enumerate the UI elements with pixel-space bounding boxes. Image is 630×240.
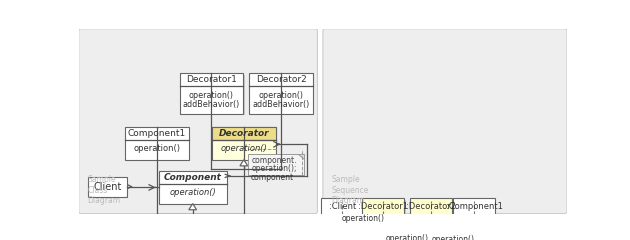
FancyBboxPatch shape (323, 29, 567, 214)
Bar (340, 221, 344, 240)
Bar (323, 200, 365, 217)
Bar (212, 127, 275, 140)
Bar (159, 171, 227, 204)
Text: operation();: operation(); (251, 164, 297, 173)
Text: Decorator: Decorator (219, 129, 269, 138)
Bar (88, 177, 127, 197)
Text: component.: component. (251, 156, 297, 165)
Text: :Decorator2: :Decorator2 (406, 202, 456, 211)
Text: Sample
Sequence
Diagram: Sample Sequence Diagram (331, 175, 369, 205)
Polygon shape (189, 204, 197, 210)
Polygon shape (298, 154, 304, 159)
Text: operation(): operation() (258, 90, 304, 100)
Bar (89, 178, 129, 198)
Bar (453, 198, 495, 215)
Text: operation(): operation() (386, 234, 429, 240)
Text: operation(): operation() (134, 144, 181, 153)
Text: Client: Client (93, 182, 122, 192)
Text: addBehavior(): addBehavior() (253, 100, 310, 109)
Text: operation(): operation() (341, 214, 384, 223)
Bar (362, 198, 404, 215)
Text: Decorator1: Decorator1 (186, 75, 237, 84)
Polygon shape (240, 160, 248, 166)
Bar (212, 127, 275, 160)
Text: component: component (250, 173, 294, 182)
Bar (248, 154, 304, 175)
Text: Component1: Component1 (128, 129, 186, 138)
Bar (251, 75, 314, 115)
Text: operation(): operation() (189, 90, 234, 100)
Text: operation(): operation() (220, 144, 267, 153)
Text: Decorator2: Decorator2 (256, 75, 306, 84)
Text: :Component1: :Component1 (445, 202, 503, 211)
Bar (214, 129, 277, 161)
Bar (180, 73, 243, 114)
Bar (160, 173, 228, 205)
Text: Component: Component (164, 173, 222, 182)
Text: addBehavior(): addBehavior() (183, 100, 240, 109)
Text: operation(): operation() (169, 188, 216, 197)
Text: :Decorator1: :Decorator1 (358, 202, 408, 211)
Bar (455, 200, 496, 217)
Bar (412, 200, 454, 217)
Bar (127, 129, 190, 161)
Bar (364, 200, 406, 217)
Text: Sample
Class
Diagram: Sample Class Diagram (88, 175, 120, 205)
Text: :Client: :Client (329, 202, 356, 211)
FancyBboxPatch shape (79, 29, 318, 214)
Bar (381, 221, 386, 240)
Bar (321, 198, 363, 215)
Text: operation(): operation() (431, 235, 474, 240)
Bar (249, 73, 313, 114)
Bar (125, 127, 189, 160)
Bar (411, 198, 452, 215)
Bar (181, 75, 244, 115)
